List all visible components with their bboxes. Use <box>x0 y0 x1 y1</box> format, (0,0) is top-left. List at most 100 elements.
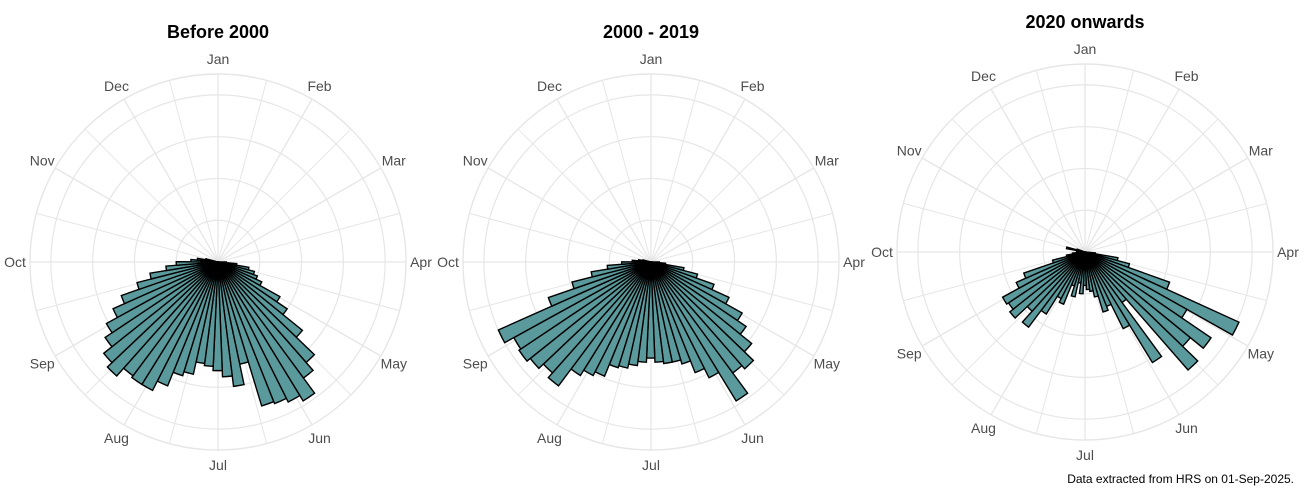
bar-25 <box>130 261 219 386</box>
panel-title-2000-2019: 2000 - 2019 <box>603 22 699 42</box>
grid-spoke <box>1084 157 1249 253</box>
month-label-dec: Dec <box>104 78 129 94</box>
bar-35 <box>165 261 219 272</box>
bar-14 <box>650 261 692 365</box>
bars <box>497 258 755 402</box>
bar-30 <box>1015 251 1086 290</box>
bar-14 <box>1084 251 1100 298</box>
month-label-apr: Apr <box>1277 244 1299 260</box>
month-label-may: May <box>381 356 407 372</box>
grid-spoke <box>487 167 652 263</box>
bar-13 <box>217 261 288 405</box>
panel-title-2020-onwards: 2020 onwards <box>1025 12 1144 32</box>
grid-spoke <box>84 128 219 263</box>
month-label-oct: Oct <box>437 254 459 270</box>
bar-12 <box>217 261 301 403</box>
grid-spoke <box>1084 202 1267 253</box>
grid-spoke <box>469 212 652 263</box>
panel-title-before-2000: Before 2000 <box>167 22 269 42</box>
month-label-sep: Sep <box>897 346 922 362</box>
month-label-oct: Oct <box>871 244 893 260</box>
grid-spoke <box>990 88 1086 253</box>
bar-10 <box>1084 251 1163 364</box>
month-label-feb: Feb <box>307 78 331 94</box>
bar-13 <box>650 261 706 374</box>
panel-before-2000: Before 2000 Jan Feb Mar Apr May Jun Jul Aug Sep O… <box>4 22 432 473</box>
bar-32 <box>120 261 219 305</box>
grid-spoke <box>650 167 815 263</box>
bar-16 <box>650 261 674 365</box>
grid-spoke <box>1084 118 1219 253</box>
grid-spoke <box>951 118 1086 253</box>
bars <box>1001 246 1240 371</box>
month-label-dec: Dec <box>537 78 562 94</box>
bar-31 <box>1022 251 1086 280</box>
month-label-sep: Sep <box>463 356 488 372</box>
month-label-jul: Jul <box>642 457 660 473</box>
bar-33 <box>136 261 219 291</box>
month-label-nov: Nov <box>897 143 922 159</box>
month-label-jun: Jun <box>1175 420 1198 436</box>
bar-11 <box>650 261 749 402</box>
month-label-sep: Sep <box>30 356 55 372</box>
month-labels: Jan Feb Mar Apr May Jun Jul Aug Sep Oct Nov Dec <box>4 51 432 473</box>
bar-18 <box>212 261 223 372</box>
data-source-caption: Data extracted from HRS on 01-Sep-2025. <box>1067 472 1294 486</box>
bar-13 <box>1084 251 1109 313</box>
grid-spoke <box>650 128 785 263</box>
bar-39 <box>204 257 219 263</box>
month-labels: Jan Feb Mar Apr May Jun Jul Aug Sep Oct Nov Dec <box>871 41 1299 463</box>
month-labels: Jan Feb Mar Apr May Jun Jul Aug Sep Oct Nov Dec <box>437 51 865 473</box>
month-label-nov: Nov <box>463 153 488 169</box>
bar-4 <box>1084 251 1240 336</box>
month-label-mar: Mar <box>815 153 839 169</box>
month-label-aug: Aug <box>537 430 562 446</box>
bar-26 <box>547 261 652 387</box>
grid-spoke <box>903 202 1086 253</box>
bar-27 <box>106 261 219 377</box>
bar-14 <box>217 261 275 407</box>
bar-11 <box>217 261 316 402</box>
grid-spoke <box>168 80 219 263</box>
bar-16 <box>217 261 245 388</box>
grid-spoke <box>217 167 382 263</box>
month-label-apr: Apr <box>410 254 432 270</box>
month-label-aug: Aug <box>971 420 996 436</box>
month-label-feb: Feb <box>740 78 764 94</box>
bar-8 <box>1084 251 1199 371</box>
month-label-jan: Jan <box>640 51 663 67</box>
grid-spoke <box>921 157 1086 253</box>
month-label-may: May <box>814 356 840 372</box>
grid-spoke <box>1084 70 1135 253</box>
grid-spoke <box>1084 88 1180 253</box>
bar-34 <box>590 261 652 278</box>
month-label-jan: Jan <box>1074 41 1097 57</box>
grid-spoke <box>123 98 219 263</box>
bar-39 <box>1076 248 1086 253</box>
month-label-apr: Apr <box>843 254 865 270</box>
month-label-may: May <box>1248 346 1274 362</box>
grid-spoke <box>217 80 268 263</box>
grid-spoke <box>217 212 400 263</box>
grid-spoke <box>217 98 313 263</box>
bar-15 <box>1084 251 1094 293</box>
bar-6 <box>1084 251 1213 350</box>
bar-27 <box>1008 251 1086 319</box>
month-label-feb: Feb <box>1174 68 1198 84</box>
bar-39 <box>641 258 652 263</box>
bar-29 <box>518 261 652 363</box>
bar-32 <box>547 261 652 308</box>
bar-35 <box>606 261 652 270</box>
grid-spoke <box>556 98 652 263</box>
bars <box>102 257 316 407</box>
month-label-jul: Jul <box>209 457 227 473</box>
month-label-jun: Jun <box>741 430 764 446</box>
bar-33 <box>571 261 652 290</box>
bar-9 <box>650 261 755 370</box>
bar-28 <box>102 261 219 364</box>
grid-spoke <box>517 128 652 263</box>
grid-spoke <box>650 212 833 263</box>
grid-spoke <box>217 128 352 263</box>
grid-spoke <box>650 98 746 263</box>
month-label-mar: Mar <box>1249 143 1273 159</box>
